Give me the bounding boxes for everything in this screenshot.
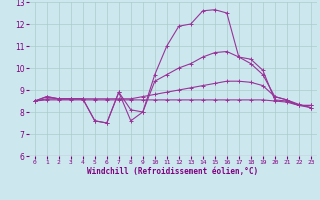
X-axis label: Windchill (Refroidissement éolien,°C): Windchill (Refroidissement éolien,°C)	[87, 167, 258, 176]
